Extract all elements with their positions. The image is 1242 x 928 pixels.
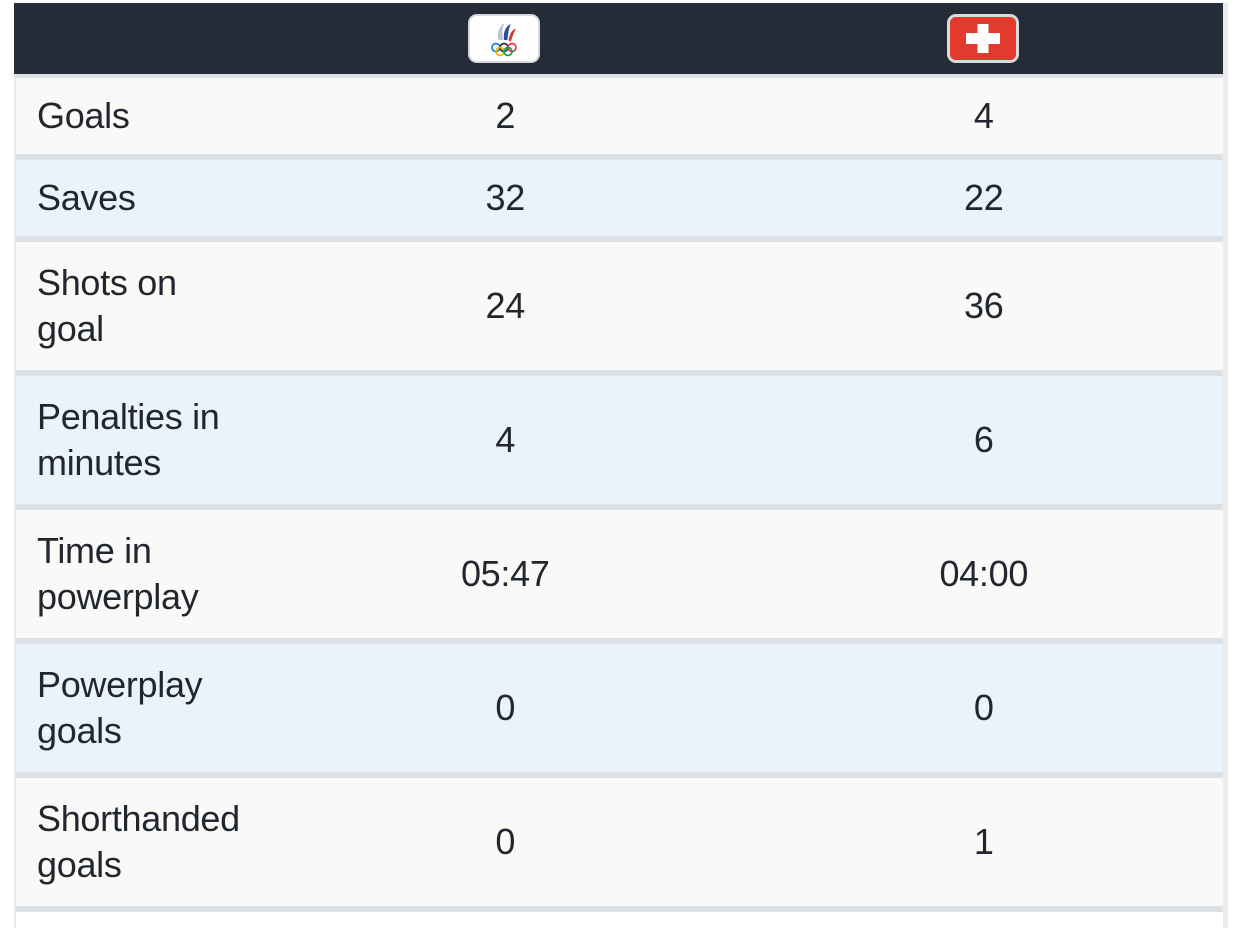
stat-label: Shots on goal (16, 260, 266, 352)
stat-value-away: 1 (973, 821, 994, 862)
stat-row-saves: Saves 32 22 (16, 160, 1223, 242)
stat-row-penalties-in-minutes: Penalties in minutes 4 6 (16, 376, 1223, 510)
stat-label-line: minutes (37, 442, 161, 483)
next-row-partial (14, 912, 1223, 928)
stat-label: Saves (16, 175, 266, 221)
stat-label-line: Time in (37, 530, 152, 571)
stat-value-away: 4 (973, 95, 994, 136)
stat-label-line: Shots on (37, 262, 177, 303)
stat-row-shots-on-goal: Shots on goal 24 36 (16, 242, 1223, 376)
home-team-header (264, 3, 744, 74)
table-header (14, 3, 1223, 78)
stat-label-line: goals (37, 844, 122, 885)
stat-label-line: Goals (37, 95, 130, 136)
stat-value-home: 32 (485, 177, 526, 218)
stat-value-away: 6 (973, 419, 994, 460)
stat-row-shorthanded-goals: Shorthanded goals 0 1 (16, 778, 1223, 912)
stat-value-home: 24 (485, 285, 526, 326)
stat-label-line: Penalties in (37, 396, 220, 437)
header-empty-cell (14, 3, 264, 74)
stat-label-line: powerplay (37, 576, 199, 617)
stat-value-away: 36 (964, 285, 1004, 326)
stat-value-home: 0 (495, 821, 516, 862)
roc-olympic-flag-icon (467, 14, 540, 63)
stat-label: Powerplay goals (16, 662, 266, 754)
stat-label-line: goal (37, 308, 104, 349)
away-team-header (744, 3, 1224, 74)
stats-rows: Goals 2 4 Saves 32 22 Shots on goal 24 36 Penaltie… (14, 78, 1223, 912)
stat-label-line: Shorthanded (37, 798, 240, 839)
stat-label: Time in powerplay (16, 528, 266, 620)
stat-label: Goals (16, 93, 266, 139)
stat-label: Penalties in minutes (16, 394, 266, 486)
stat-value-away: 0 (973, 687, 994, 728)
stat-row-time-in-powerplay: Time in powerplay 05:47 04:00 (16, 510, 1223, 644)
stat-value-home: 05:47 (460, 553, 550, 594)
stat-row-powerplay-goals: Powerplay goals 0 0 (16, 644, 1223, 778)
stat-label-line: Powerplay (37, 664, 203, 705)
stat-label: Shorthanded goals (16, 796, 266, 888)
stat-value-away: 22 (964, 177, 1004, 218)
match-stats-table: Goals 2 4 Saves 32 22 Shots on goal 24 36 Penaltie… (14, 3, 1228, 928)
switzerland-flag-icon (947, 14, 1020, 63)
stat-value-home: 4 (495, 419, 516, 460)
stat-label-line: Saves (37, 177, 136, 218)
stat-value-home: 0 (495, 687, 516, 728)
stat-value-home: 2 (495, 95, 516, 136)
stat-label-line: goals (37, 710, 122, 751)
stat-row-goals: Goals 2 4 (16, 78, 1223, 160)
stat-value-away: 04:00 (939, 553, 1029, 594)
